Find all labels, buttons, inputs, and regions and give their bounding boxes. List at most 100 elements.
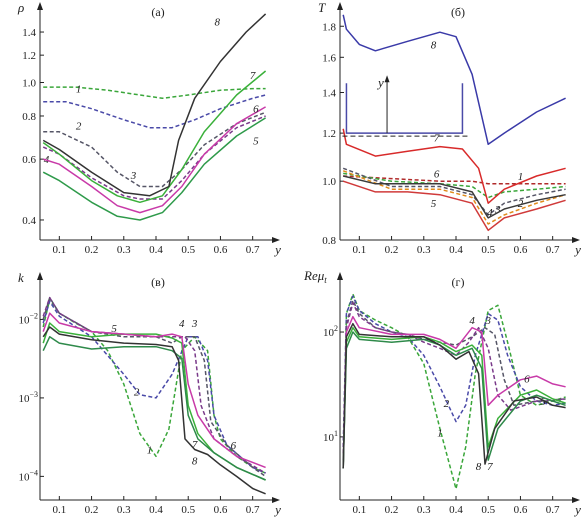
y-tick-label: 102 bbox=[323, 324, 338, 339]
curve-label-6: 6 bbox=[231, 440, 237, 452]
inset-channel bbox=[345, 83, 464, 134]
x-tick-label: 0.3 bbox=[417, 244, 431, 256]
curve-label-8: 8 bbox=[192, 455, 198, 467]
y-tick-label: 1.4 bbox=[322, 87, 336, 99]
y-axis-arrow bbox=[37, 272, 43, 280]
y-axis-label: ρ bbox=[17, 0, 24, 15]
curve-label-2: 2 bbox=[76, 121, 82, 133]
curve-label-4: 4 bbox=[179, 318, 185, 330]
y-tick-label: 10−3 bbox=[18, 390, 38, 405]
y-axis-label: Reμt bbox=[303, 268, 327, 285]
curve-label-1: 1 bbox=[518, 171, 524, 183]
x-tick-label: 0.7 bbox=[546, 244, 560, 256]
y-axis-arrow bbox=[337, 272, 343, 280]
series-line-4 bbox=[342, 302, 566, 454]
y-tick-label: 1.6 bbox=[322, 52, 336, 64]
series-line-4 bbox=[42, 115, 266, 200]
series-line-6 bbox=[42, 312, 266, 469]
panel-title: (в) bbox=[151, 275, 165, 289]
curve-label-3: 3 bbox=[191, 318, 198, 330]
curve-label-1: 1 bbox=[147, 445, 153, 457]
x-tick-label: 0.1 bbox=[52, 244, 66, 256]
y-axis-arrow bbox=[337, 2, 343, 10]
curve-label-6: 6 bbox=[434, 168, 440, 180]
x-tick-label: 0.1 bbox=[52, 504, 66, 516]
series-line-5 bbox=[342, 326, 566, 469]
x-tick-label: 0.5 bbox=[181, 504, 195, 516]
x-tick-label: 0.7 bbox=[246, 504, 260, 516]
panel-4: 0.1 0.2 0.3 0.4 0.5 0.6 0.7 y 102 101 Reμt (г) 1 2 34 5… bbox=[303, 268, 581, 517]
series-line-8 bbox=[42, 326, 266, 495]
x-tick-label: 0.7 bbox=[546, 504, 560, 516]
curve-label-1: 1 bbox=[76, 84, 82, 96]
x-tick-label: 0.3 bbox=[117, 504, 131, 516]
inset-schematic: y bbox=[342, 75, 469, 137]
curve-label-5: 5 bbox=[253, 135, 259, 147]
x-tick-label: 0.2 bbox=[385, 504, 399, 516]
curve-label-3: 3 bbox=[494, 204, 501, 216]
y-tick-label: 1.2 bbox=[322, 128, 336, 140]
x-axis-arrow bbox=[572, 497, 580, 503]
series-line-6 bbox=[343, 175, 566, 219]
x-tick-label: 0.5 bbox=[481, 244, 495, 256]
curve-label-8: 8 bbox=[431, 39, 437, 51]
series-line-2 bbox=[42, 300, 266, 474]
y-axis-label: T bbox=[318, 0, 326, 15]
y-tick-label: 1.4 bbox=[22, 27, 36, 39]
x-tick-label: 0.2 bbox=[385, 244, 399, 256]
x-tick-label: 0.1 bbox=[352, 504, 366, 516]
x-axis-label: y bbox=[573, 242, 581, 257]
x-tick-label: 0.4 bbox=[449, 244, 463, 256]
x-tick-label: 0.3 bbox=[117, 244, 131, 256]
series-line-4 bbox=[342, 170, 566, 225]
inset-axis-arrow bbox=[384, 75, 390, 83]
x-axis-label: y bbox=[573, 502, 581, 517]
x-axis-label: y bbox=[273, 242, 281, 257]
curve-label-3: 3 bbox=[484, 315, 491, 327]
series-line-6 bbox=[342, 315, 566, 469]
curve-label-8: 8 bbox=[214, 17, 220, 29]
y-tick-label: 0.4 bbox=[22, 215, 36, 227]
curve-label-1: 1 bbox=[437, 428, 443, 440]
curve-label-2: 2 bbox=[134, 387, 140, 399]
series-line-7 bbox=[342, 331, 566, 469]
y-tick-label: 1.8 bbox=[322, 21, 336, 33]
curve-label-6: 6 bbox=[524, 374, 530, 386]
series-line-2 bbox=[343, 172, 566, 199]
series-line-8 bbox=[342, 14, 566, 146]
inset-axis-label: y bbox=[376, 75, 384, 90]
curve-label-7: 7 bbox=[434, 133, 440, 145]
panel-title: (б) bbox=[451, 5, 465, 19]
panel-1: 0.1 0.2 0.3 0.4 0.5 0.6 0.7 y 0.4 0.6 0.8 1.0 1.2 1.4… bbox=[17, 0, 281, 257]
series-line-1 bbox=[43, 86, 266, 100]
x-tick-label: 0.3 bbox=[417, 504, 431, 516]
x-tick-label: 0.4 bbox=[449, 504, 463, 516]
curve-label-5: 5 bbox=[111, 323, 117, 335]
y-tick-label: 1.0 bbox=[322, 176, 336, 188]
panel-title: (г) bbox=[452, 275, 465, 289]
series-line-3 bbox=[43, 111, 266, 188]
curve-label-7: 7 bbox=[250, 70, 256, 82]
x-tick-label: 0.5 bbox=[481, 504, 495, 516]
y-tick-label: 1.0 bbox=[22, 78, 36, 90]
series-line-6 bbox=[42, 106, 266, 214]
x-axis-label: y bbox=[273, 502, 281, 517]
x-axis-arrow bbox=[572, 237, 580, 243]
y-tick-label: 0.6 bbox=[22, 154, 36, 166]
x-tick-label: 0.2 bbox=[85, 244, 99, 256]
curve-label-7: 7 bbox=[192, 439, 198, 451]
series-line-8 bbox=[342, 322, 566, 469]
x-axis-arrow bbox=[272, 497, 280, 503]
series-line-2 bbox=[342, 295, 566, 448]
panel-3: 0.1 0.2 0.3 0.4 0.5 0.6 0.7 y 10−2 10−3 10−4 k (в) 1 2… bbox=[18, 270, 281, 517]
curve-label-6: 6 bbox=[253, 104, 259, 116]
y-tick-label: 101 bbox=[323, 429, 338, 444]
y-tick-label: 1.2 bbox=[22, 50, 36, 62]
curve-label-5: 5 bbox=[431, 198, 437, 210]
x-tick-label: 0.4 bbox=[149, 504, 163, 516]
curve-label-4: 4 bbox=[469, 315, 475, 327]
series-line-7 bbox=[42, 70, 267, 204]
curve-label-3: 3 bbox=[130, 170, 137, 182]
x-axis-arrow bbox=[272, 237, 280, 243]
